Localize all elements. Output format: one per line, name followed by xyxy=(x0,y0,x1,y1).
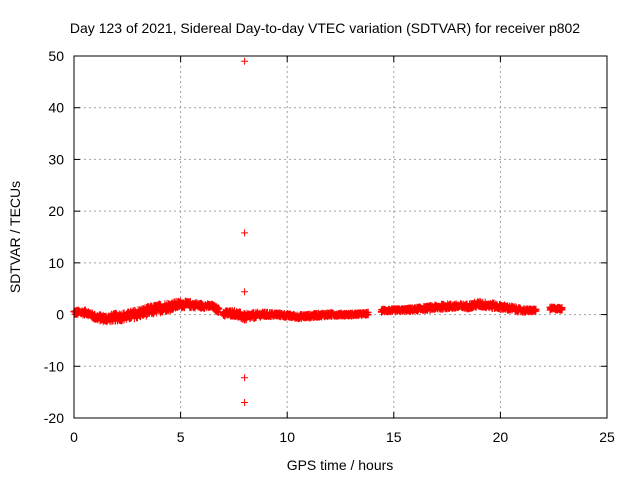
data-points xyxy=(70,57,566,406)
grid-lines xyxy=(74,56,607,418)
y-tick-label: 20 xyxy=(48,203,64,219)
y-axis-label: SDTVAR / TECUs xyxy=(7,181,23,293)
y-tick-label: 0 xyxy=(56,307,64,323)
y-tick-label: -20 xyxy=(44,410,64,426)
x-tick-labels: 0 5 10 15 20 25 xyxy=(70,429,615,445)
y-tick-label: 10 xyxy=(48,255,64,271)
outlier-point xyxy=(241,57,249,65)
axis-ticks xyxy=(73,55,608,419)
outlier-point xyxy=(241,229,249,237)
x-tick-label: 20 xyxy=(493,429,509,445)
data-point xyxy=(364,308,372,316)
data-point xyxy=(215,305,223,313)
y-tick-label: -10 xyxy=(44,358,64,374)
outlier-point xyxy=(241,399,249,406)
x-tick-label: 15 xyxy=(386,429,402,445)
chart-title: Day 123 of 2021, Sidereal Day-to-day VTE… xyxy=(70,20,580,36)
x-axis-label: GPS time / hours xyxy=(287,457,394,473)
x-tick-label: 0 xyxy=(70,429,78,445)
data-point xyxy=(532,306,540,314)
outlier-point xyxy=(241,288,249,296)
y-tick-label: 30 xyxy=(48,151,64,167)
plot-frame xyxy=(73,55,608,419)
data-point xyxy=(558,306,566,314)
x-tick-label: 25 xyxy=(599,429,615,445)
y-tick-label: 50 xyxy=(48,48,64,64)
y-tick-label: 40 xyxy=(48,100,64,116)
x-tick-label: 5 xyxy=(177,429,185,445)
y-tick-labels: -20 -10 0 10 20 30 40 50 xyxy=(44,48,64,426)
outlier-point xyxy=(241,374,249,382)
x-tick-label: 10 xyxy=(279,429,295,445)
